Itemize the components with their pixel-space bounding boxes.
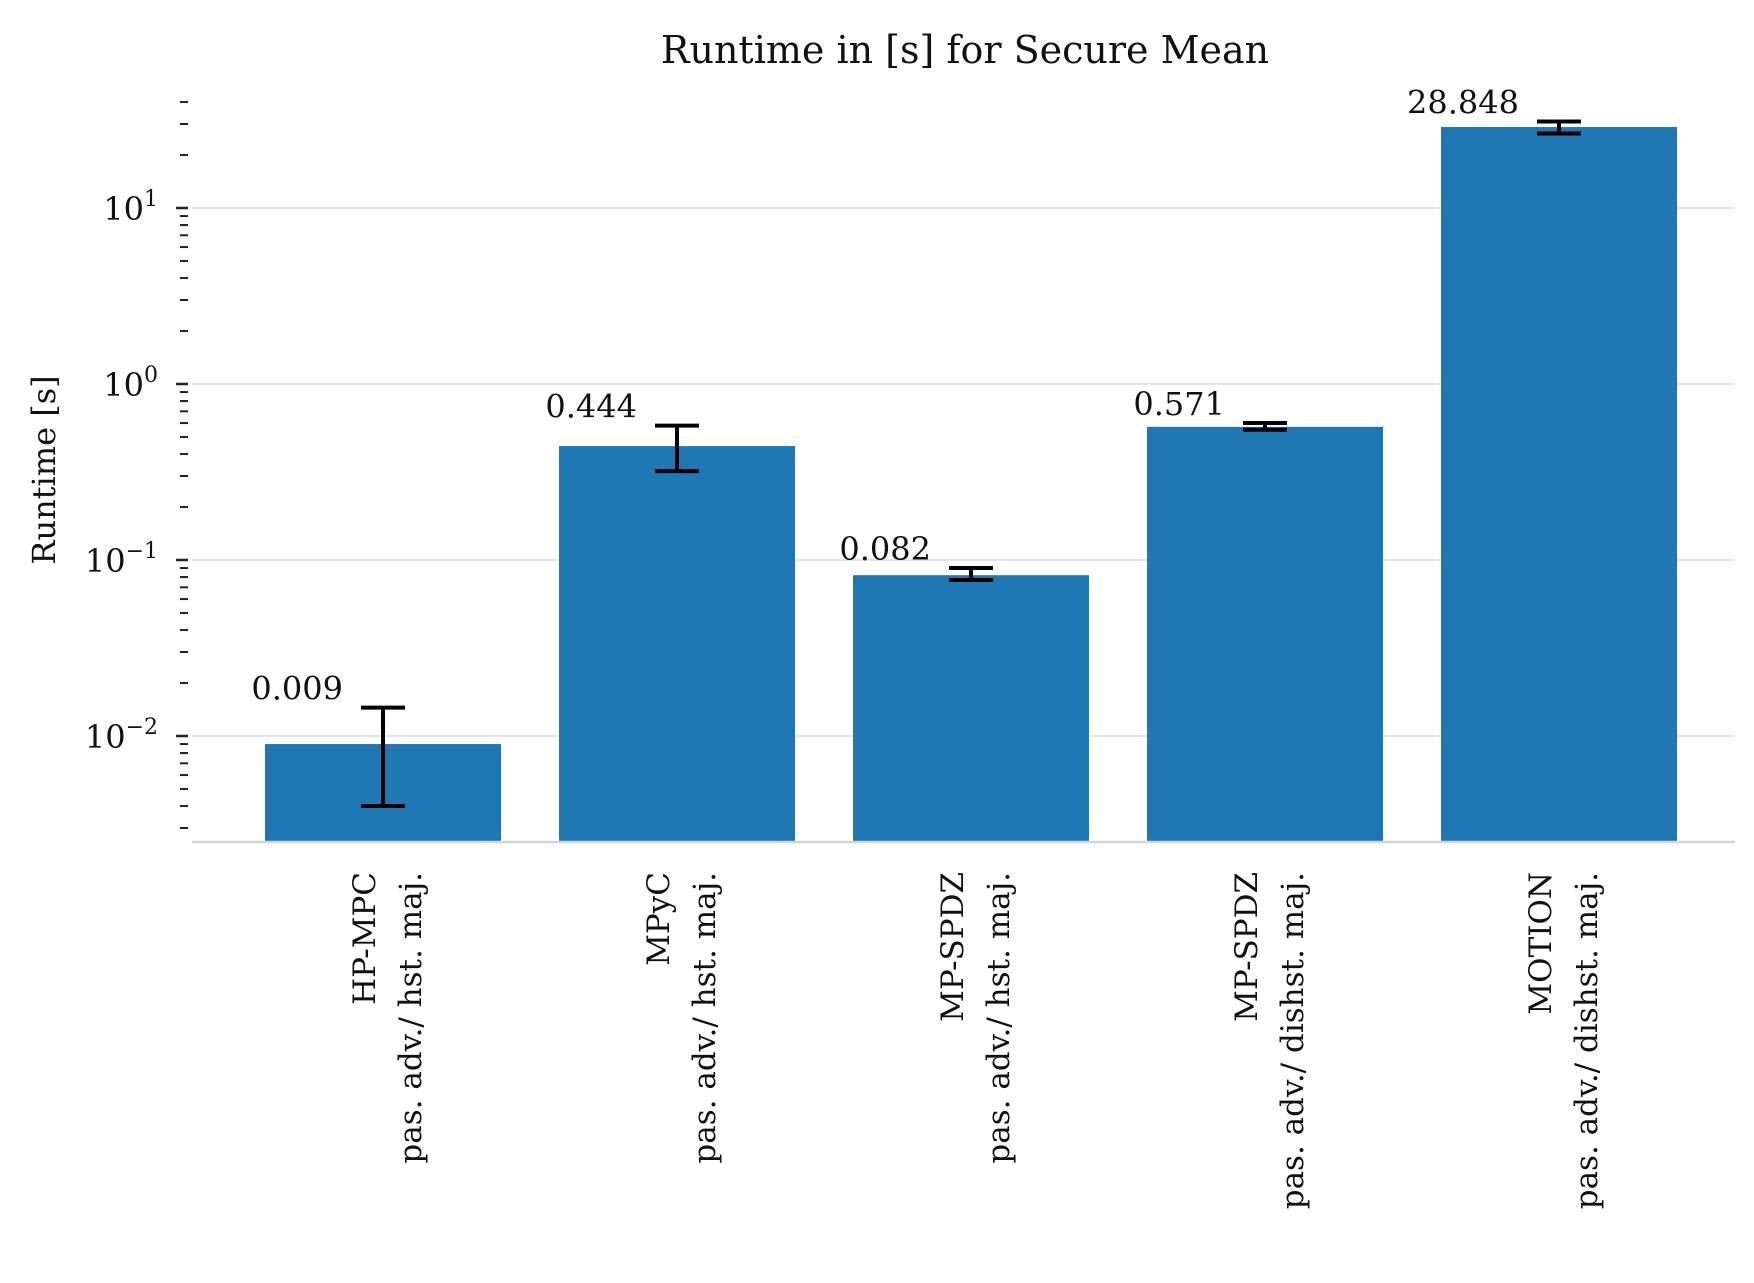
bar xyxy=(853,575,1089,842)
y-axis-label: Runtime [s] xyxy=(25,375,63,564)
y-axis: 10−2 10−1 100 101 xyxy=(85,101,188,830)
x-tick-label-line2: pas. adv./ hst. maj. xyxy=(393,872,429,1164)
bar xyxy=(1147,426,1383,842)
x-tick-label-line1: MP-SPDZ xyxy=(935,872,971,1022)
error-bars xyxy=(361,119,1581,809)
x-tick-label-line2: pas. adv./ hst. maj. xyxy=(687,872,723,1164)
x-tick-label: HP-MPC pas. adv./ hst. maj. xyxy=(347,872,429,1164)
y-tick-label: 101 xyxy=(103,187,158,228)
x-tick-label: MP-SPDZ pas. adv./ hst. maj. xyxy=(935,872,1017,1164)
bar-value-label: 0.444 xyxy=(545,388,637,426)
bar-value-label: 0.009 xyxy=(251,670,343,708)
x-tick-label-line1: MP-SPDZ xyxy=(1229,872,1265,1022)
x-tick-label: MOTION pas. adv./ dishst. maj. xyxy=(1523,872,1605,1209)
bar-value-label: 28.848 xyxy=(1407,84,1519,122)
y-tick-label: 10−1 xyxy=(85,539,158,580)
x-axis: HP-MPC pas. adv./ hst. maj. MPyC pas. adv./… xyxy=(192,840,1735,1209)
x-tick-label-line1: MPyC xyxy=(641,872,677,966)
x-tick-label-line2: pas. adv./ dishst. maj. xyxy=(1569,872,1605,1209)
bar-value-labels: 0.009 0.444 0.082 0.571 28.848 xyxy=(251,84,1519,708)
bars xyxy=(265,127,1677,842)
x-tick-label-line1: HP-MPC xyxy=(347,872,383,1005)
x-tick-label-line1: MOTION xyxy=(1523,872,1559,1015)
x-tick-label: MP-SPDZ pas. adv./ dishst. maj. xyxy=(1229,872,1311,1209)
bar xyxy=(1441,127,1677,842)
x-tick-label-line2: pas. adv./ hst. maj. xyxy=(981,872,1017,1164)
x-tick-label: MPyC pas. adv./ hst. maj. xyxy=(641,872,723,1164)
bar-value-label: 0.571 xyxy=(1133,385,1225,423)
y-tick-label: 100 xyxy=(103,363,158,404)
bar-value-label: 0.082 xyxy=(839,530,931,568)
x-tick-label-line2: pas. adv./ dishst. maj. xyxy=(1275,872,1311,1209)
bar xyxy=(559,446,795,842)
y-tick-label: 10−2 xyxy=(85,715,158,756)
chart-title: Runtime in [s] for Secure Mean xyxy=(661,28,1269,72)
